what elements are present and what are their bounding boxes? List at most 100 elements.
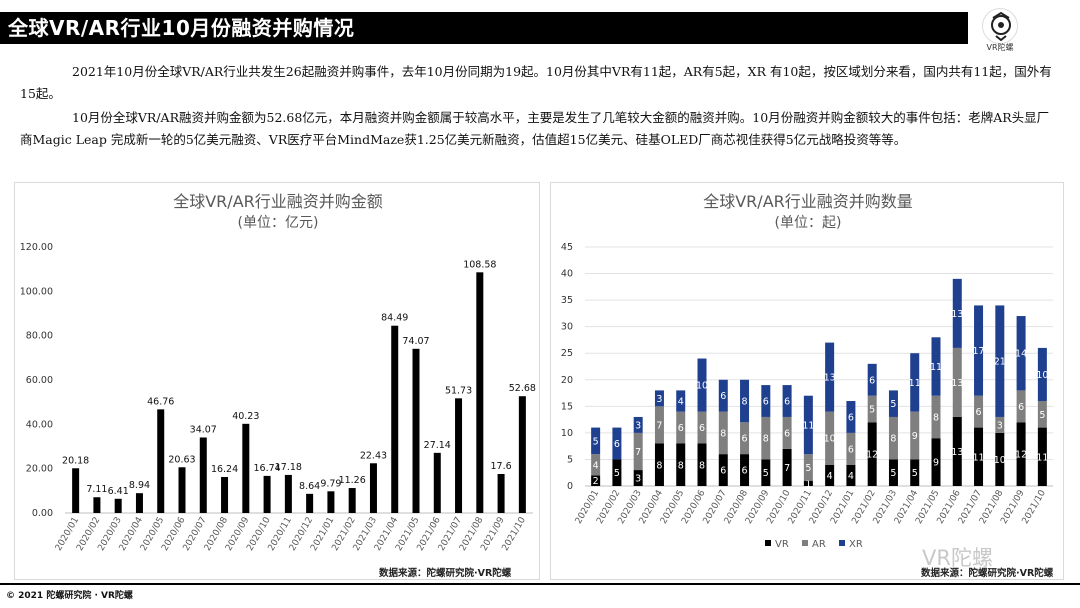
bar [476, 272, 484, 513]
segment-label: 6 [742, 466, 748, 477]
data-label: 74.07 [402, 336, 429, 347]
data-label: 20.18 [62, 455, 89, 466]
data-label: 6.41 [108, 486, 129, 497]
bar-segment-xr [888, 390, 898, 417]
bar-segment-ar [1016, 390, 1026, 423]
segment-label: 5 [593, 436, 599, 447]
bar [412, 348, 420, 513]
segment-label: 2 [593, 476, 599, 487]
segment-label: 6 [720, 391, 726, 402]
segment-label: 5 [763, 468, 769, 479]
bar-segment-vr [782, 448, 792, 486]
y-tick-label: 60.00 [26, 375, 53, 386]
bar-segment-vr [633, 470, 643, 486]
bar-segment-ar [654, 406, 664, 444]
data-label: 46.76 [147, 396, 174, 407]
segment-label: 21 [994, 357, 1006, 368]
bar [135, 493, 143, 513]
bar-segment-xr [761, 385, 771, 417]
segment-label: 8 [742, 397, 748, 408]
bar-segment-ar [974, 395, 984, 428]
segment-label: 6 [720, 466, 726, 477]
segment-label: 8 [763, 434, 769, 445]
count-chart-panel: 全球VR/AR行业融资并购数量 (单位：起) 0 5 10 15 20 25 30 35 40 45 2… [550, 182, 1064, 580]
bar-segment-ar [952, 347, 962, 417]
legend-label: AR [812, 539, 826, 550]
segment-label: 9 [912, 431, 918, 442]
segment-label: 6 [614, 439, 620, 450]
bar-segment-vr [1016, 422, 1026, 486]
data-label: 34.07 [190, 424, 217, 435]
segment-label: 5 [614, 468, 620, 479]
segment-label: 10 [1036, 370, 1048, 381]
segment-label: 6 [848, 444, 854, 455]
legend-swatch [802, 540, 808, 546]
bar-segment-ar [676, 411, 686, 444]
bar [455, 398, 463, 513]
bar-segment-xr [974, 305, 984, 396]
y-tick-label: 45 [561, 242, 573, 253]
bar-segment-ar [825, 411, 835, 465]
segment-label: 4 [678, 397, 684, 408]
y-tick-label: 5 [567, 454, 573, 465]
segment-label: 6 [1018, 402, 1024, 413]
y-tick-label: 120.00 [20, 242, 53, 253]
segment-label: 9 [933, 458, 939, 469]
bar-segment-vr [995, 432, 1005, 486]
bar [391, 325, 399, 513]
data-label: 108.58 [463, 259, 496, 270]
y-tick-label: 30 [561, 322, 573, 333]
chart-subtitle: (单位：起) [775, 215, 842, 231]
bar-segment-vr [1037, 427, 1047, 486]
bar-segment-xr [1037, 347, 1047, 402]
bar [348, 488, 356, 513]
bar [327, 491, 335, 513]
segment-label: 6 [848, 412, 854, 423]
chart-title: 全球VR/AR行业融资并购数量 [703, 192, 913, 211]
segment-label: 7 [784, 463, 790, 474]
segment-label: 6 [763, 397, 769, 408]
segment-label: 5 [890, 399, 896, 410]
segment-label: 5 [869, 404, 875, 415]
bar [199, 437, 207, 513]
y-tick-label: 35 [561, 295, 573, 306]
bar-segment-xr [825, 342, 835, 412]
bar-segment-xr [697, 358, 707, 412]
bar-segment-vr [803, 480, 813, 486]
bar-segment-xr [931, 337, 941, 396]
bar [72, 468, 80, 513]
logo: VR陀螺 [972, 6, 1028, 52]
amount-bar-chart: 全球VR/AR行业融资并购金额 (单位：亿元) 0.00 20.00 40.00 60.0… [20, 192, 536, 553]
segment-label: 8 [678, 460, 684, 471]
logo-text: VR陀螺 [986, 43, 1014, 52]
segment-label: 12 [866, 450, 878, 461]
y-tick-label: 0.00 [32, 508, 53, 519]
segment-label: 6 [869, 375, 875, 386]
bar-segment-vr [761, 459, 771, 486]
segment-label: 8 [933, 412, 939, 423]
bar-segment-vr [676, 443, 686, 486]
bar-segment-ar [761, 416, 771, 460]
bar-segment-xr [740, 379, 750, 423]
bar [433, 452, 441, 513]
bar-segment-xr [995, 305, 1005, 417]
y-tick-label: 80.00 [26, 331, 53, 342]
footer-copyright: © 2021 陀螺研究院 · VR陀螺 [6, 591, 133, 601]
segment-label: 3 [997, 420, 1003, 431]
segment-label: 13 [951, 309, 963, 320]
data-label: 40.23 [232, 411, 259, 422]
bar-segment-ar [633, 432, 643, 471]
footer-divider [0, 583, 1080, 585]
segment-label: 13 [951, 447, 963, 458]
bar [306, 493, 314, 513]
bar-segment-vr [846, 464, 856, 486]
bar [263, 475, 271, 513]
segment-label: 11 [1036, 452, 1048, 463]
bar-segment-ar [995, 416, 1005, 433]
segment-label: 12 [1015, 450, 1027, 461]
bar [93, 497, 101, 513]
bar-segment-vr [888, 459, 898, 486]
data-label: 11.26 [339, 475, 366, 486]
bar-segment-xr [803, 395, 813, 455]
segment-label: 3 [635, 474, 641, 485]
